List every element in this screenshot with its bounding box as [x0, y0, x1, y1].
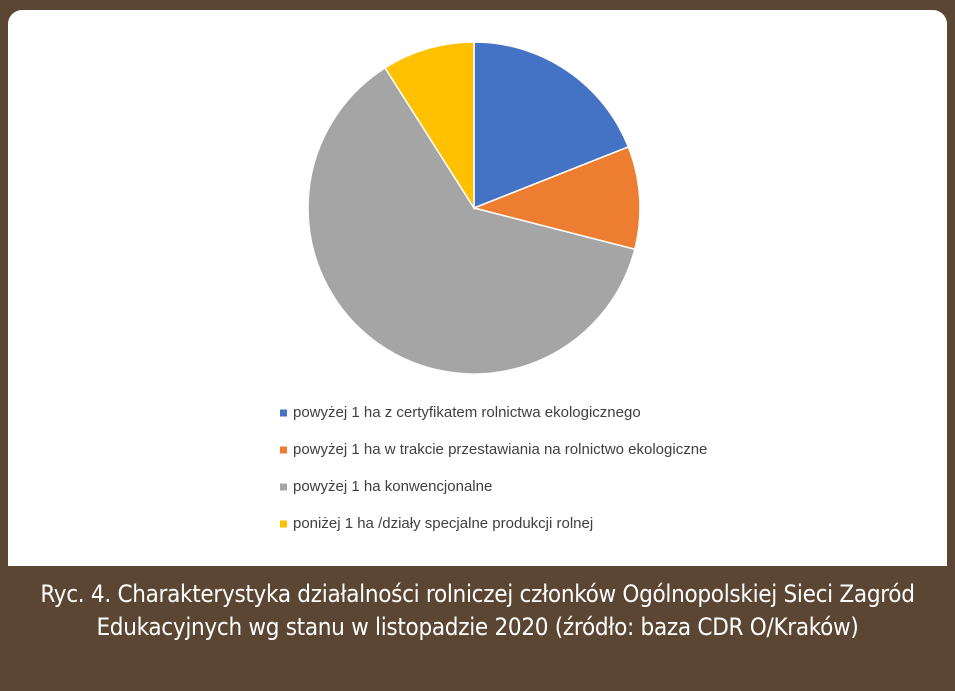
pie-slice	[473, 41, 630, 210]
legend-swatch	[280, 520, 287, 528]
caption: Ryc. 4. Charakterystyka działalności rol…	[40, 580, 915, 641]
pie-slice	[471, 145, 641, 251]
legend-label: powyżej 1 ha konwencjonalne	[293, 478, 492, 495]
chart: powyżej 1 ha z certyfikatem rolnictwa ek…	[280, 41, 707, 532]
legend-label: powyżej 1 ha w trakcie przestawiania na …	[293, 441, 707, 458]
legend-label: poniżej 1 ha /działy specjalne produkcji…	[293, 515, 593, 532]
legend-swatch	[280, 446, 287, 454]
legend-swatch	[280, 483, 287, 491]
pie-slice	[384, 41, 475, 211]
pie-slice	[307, 66, 636, 375]
legend-swatch	[280, 409, 287, 417]
legend-label: powyżej 1 ha z certyfikatem rolnictwa ek…	[293, 404, 641, 421]
